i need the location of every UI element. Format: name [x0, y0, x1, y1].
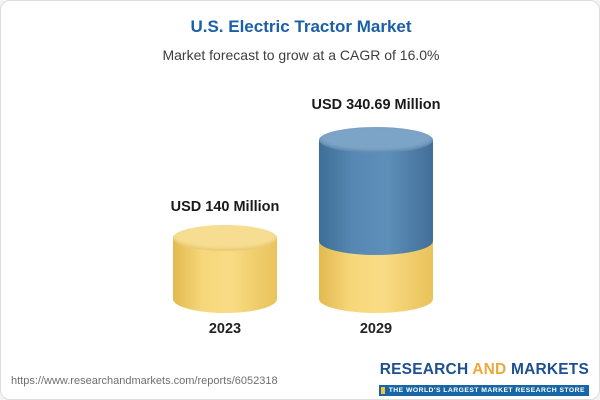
research-and-markets-logo: RESEARCH AND MARKETS THE WORLD'S LARGEST…: [359, 361, 589, 397]
bar-2029-top-ellipse: [319, 127, 433, 153]
bar-value-label-2029: USD 340.69 Million: [311, 97, 441, 113]
bar-value-label-2023: USD 140 Million: [170, 199, 280, 215]
logo-word-markets: MARKETS: [506, 361, 589, 378]
chart-title: U.S. Electric Tractor Market: [190, 17, 412, 36]
logo-word-and: AND: [472, 361, 507, 378]
chart-subtitle: Market forecast to grow at a CAGR of 16.…: [162, 47, 440, 63]
report-url: https://www.researchandmarkets.com/repor…: [11, 375, 278, 387]
x-axis-label-2029: 2029: [359, 321, 393, 337]
logo-wordmark: RESEARCH AND MARKETS: [359, 361, 589, 379]
bar-2029-top-body: [319, 140, 433, 255]
bar-2023-cylinder: [173, 225, 277, 313]
logo-word-research: RESEARCH: [379, 361, 473, 378]
bar-2029-top-segment: [319, 127, 433, 255]
bar-2023-top-ellipse: [173, 225, 277, 251]
x-axis-label-2023: 2023: [208, 321, 242, 337]
logo-tagline: THE WORLD'S LARGEST MARKET RESEARCH STOR…: [378, 385, 589, 396]
